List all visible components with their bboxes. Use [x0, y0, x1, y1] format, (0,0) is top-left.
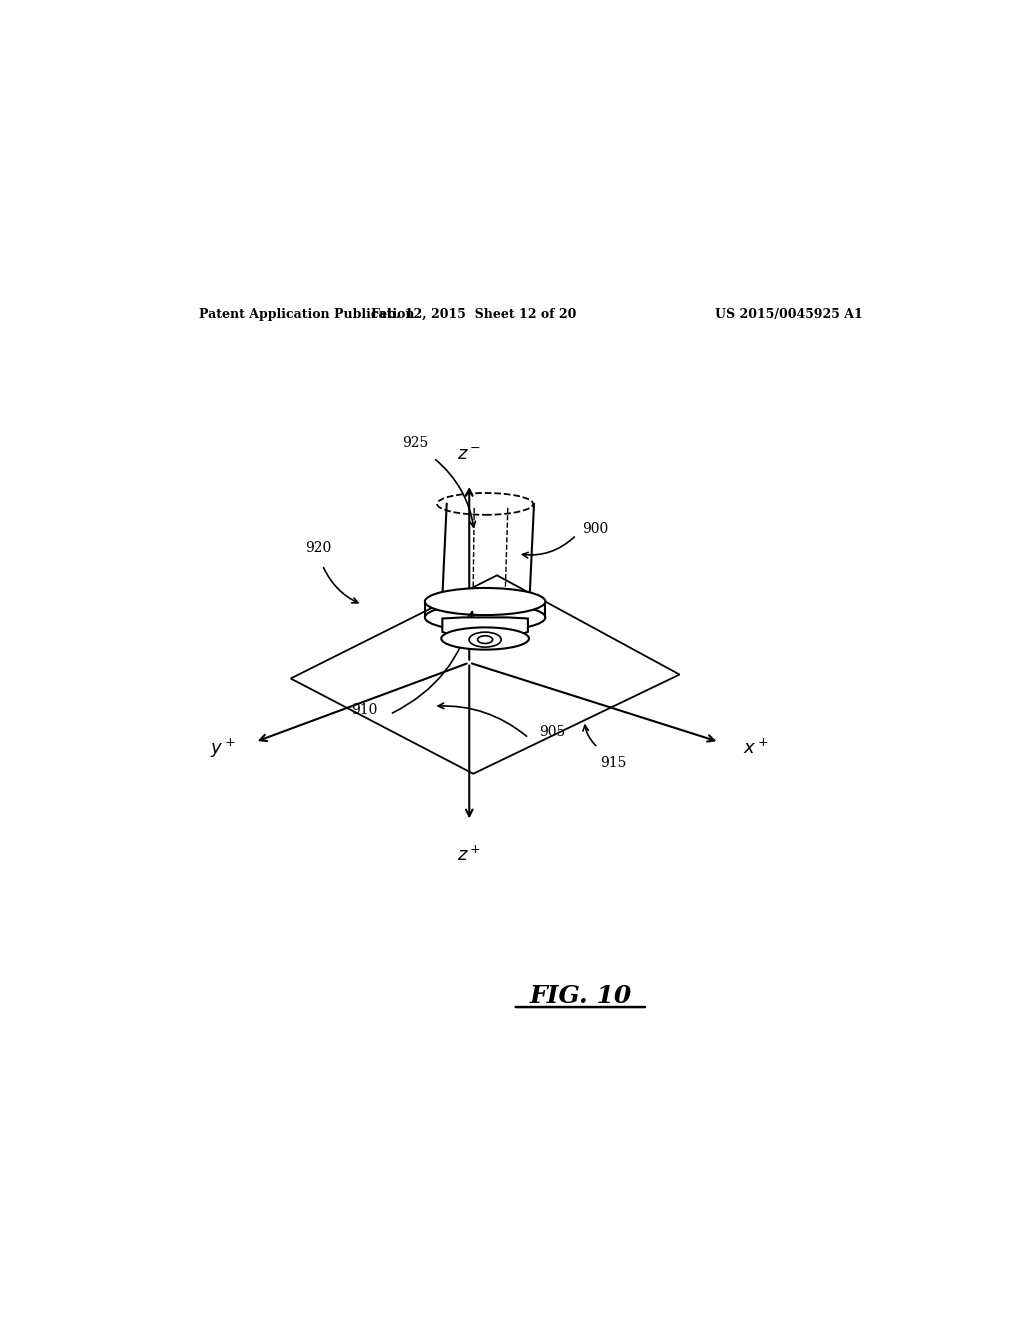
Text: Feb. 12, 2015  Sheet 12 of 20: Feb. 12, 2015 Sheet 12 of 20 — [371, 308, 575, 321]
Ellipse shape — [425, 603, 546, 631]
Text: $z^-$: $z^-$ — [458, 446, 481, 465]
Text: Patent Application Publication: Patent Application Publication — [200, 308, 415, 321]
Text: 915: 915 — [600, 756, 627, 771]
Text: 910: 910 — [351, 704, 378, 717]
Polygon shape — [442, 618, 528, 640]
Ellipse shape — [425, 587, 546, 615]
Ellipse shape — [441, 627, 529, 649]
Text: 905: 905 — [539, 725, 565, 739]
Text: 920: 920 — [305, 541, 332, 556]
Text: 900: 900 — [582, 523, 608, 536]
Text: $x^+$: $x^+$ — [743, 739, 769, 758]
Text: US 2015/0045925 A1: US 2015/0045925 A1 — [715, 308, 863, 321]
Text: 925: 925 — [401, 436, 428, 450]
Text: $y^+$: $y^+$ — [210, 737, 236, 760]
Text: FIG. 10: FIG. 10 — [529, 983, 632, 1008]
Text: $z^+$: $z^+$ — [458, 845, 481, 865]
